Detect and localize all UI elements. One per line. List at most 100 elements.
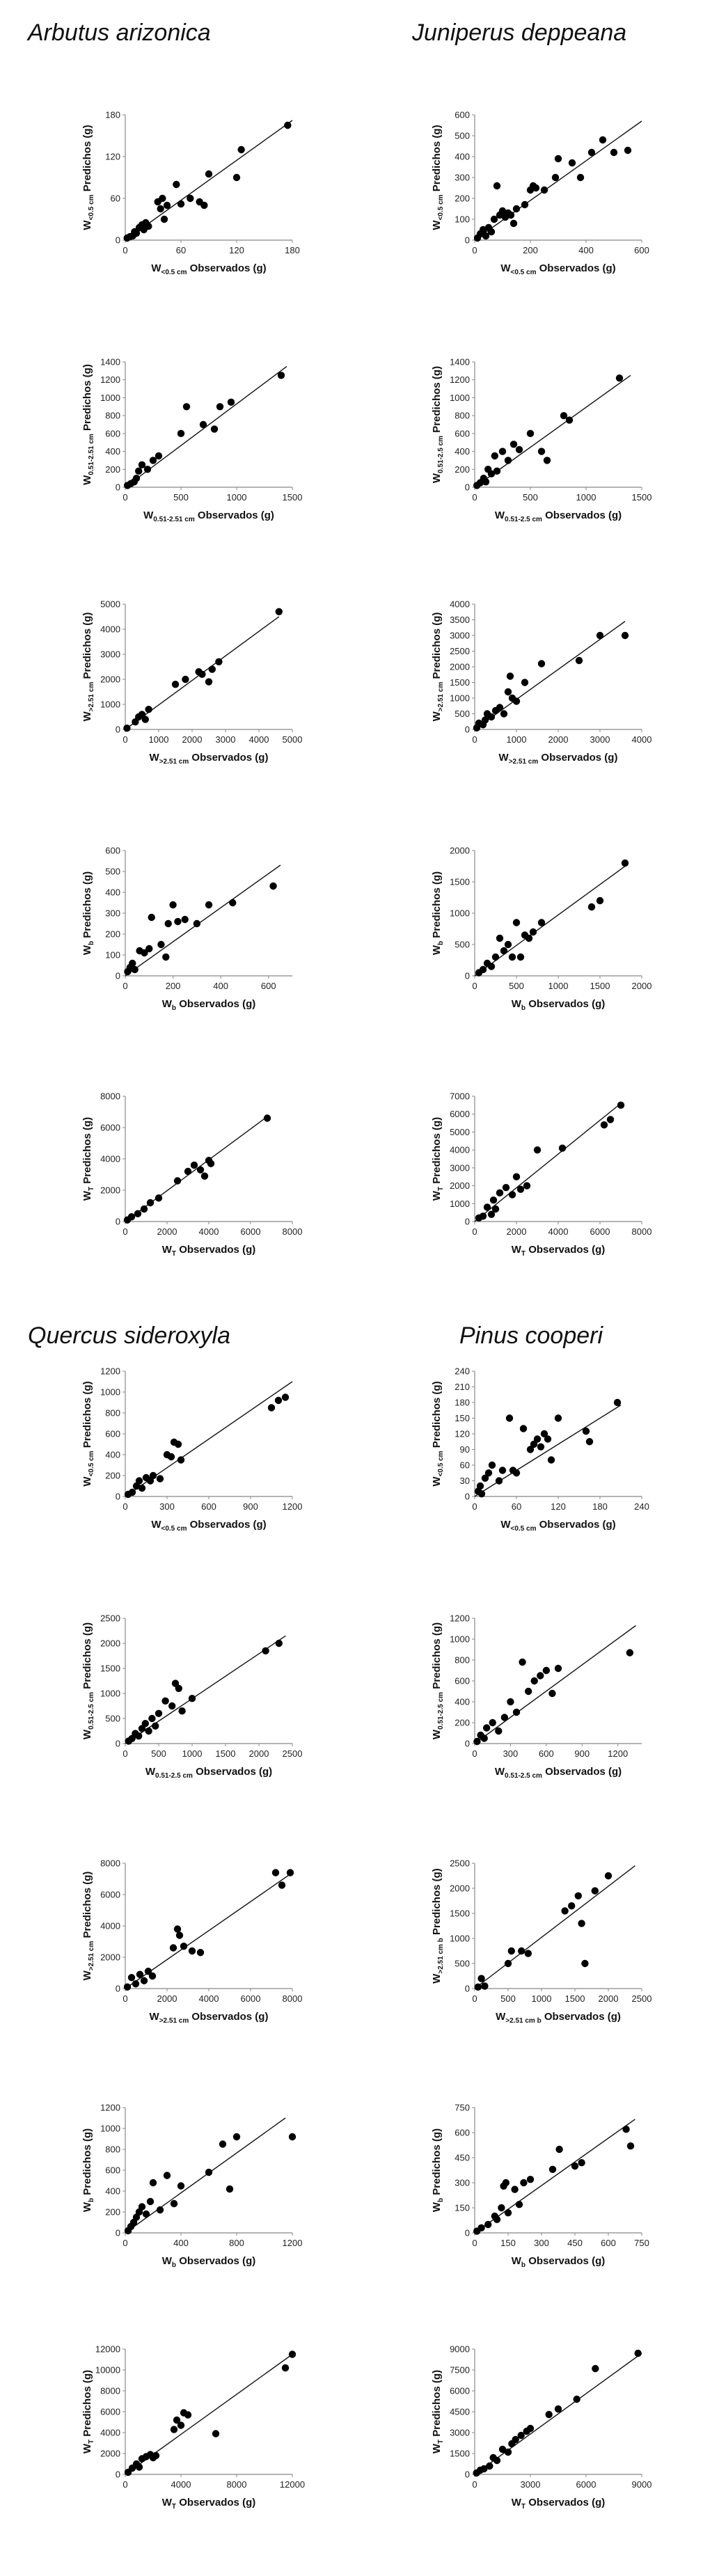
data-point	[132, 229, 141, 237]
y-tick-label: 2000	[100, 1638, 120, 1649]
y-tick-label: 60	[111, 193, 120, 204]
y-tick-label: 200	[105, 929, 120, 940]
y-tick-label: 200	[455, 1718, 470, 1728]
data-point	[582, 1428, 590, 1435]
data-point	[129, 959, 136, 967]
data-point	[493, 467, 501, 475]
y-tick-label: 600	[105, 2165, 120, 2176]
scatter-panel-que-bark: 0 400 800 1200 0 200 400 600 800 1000 1200 Wb Obser…	[81, 2103, 302, 2270]
data-point	[500, 710, 508, 718]
data-point	[507, 1947, 515, 1955]
y-tick-label: 1200	[100, 2103, 120, 2113]
scatter-panel-arb-total: 0 2000 4000 6000 8000 0 2000 4000 6000 8000 WT Obs…	[81, 1091, 302, 1258]
x-tick-label: 0	[472, 492, 477, 503]
y-tick-label: 8000	[100, 1091, 120, 1102]
data-point	[170, 2426, 178, 2433]
fit-line	[474, 1865, 635, 1989]
y-tick-label: 6000	[450, 1109, 470, 1119]
y-tick-label: 4000	[100, 1921, 120, 1931]
data-point	[205, 901, 213, 909]
x-tick-label: 4000	[548, 1226, 569, 1237]
data-point	[504, 457, 512, 464]
data-point	[491, 1205, 500, 1213]
data-point	[574, 1892, 582, 1899]
x-tick-label: 0	[472, 1226, 477, 1237]
scatter-panel-arb-bark: 0 200 400 600 0 100 200 300 400 500 600 Wb Observad…	[81, 846, 292, 1012]
data-point	[160, 215, 168, 223]
data-point	[182, 403, 191, 411]
y-tick-label: 180	[105, 110, 120, 120]
data-point	[548, 2165, 557, 2173]
y-axis-label: W<0.5 cm Predichos (g)	[431, 1381, 445, 1486]
data-point	[532, 184, 540, 192]
x-tick-label: 0	[123, 734, 127, 745]
y-axis-label: W>2.51 cm Predichos (g)	[431, 613, 445, 722]
data-point	[200, 201, 208, 210]
y-tick-label: 500	[105, 1714, 120, 1724]
data-point	[624, 146, 632, 155]
data-point	[155, 1194, 163, 1202]
data-point	[512, 919, 521, 926]
y-tick-label: 500	[455, 1959, 470, 1969]
y-tick-label: 8000	[100, 1858, 120, 1869]
data-point	[496, 1189, 504, 1197]
y-tick-label: 300	[455, 173, 470, 183]
y-tick-label: 7500	[450, 2365, 470, 2376]
fit-line	[474, 865, 626, 977]
y-tick-label: 1400	[100, 357, 120, 368]
data-point	[156, 2206, 164, 2214]
x-tick-label: 4000	[632, 734, 652, 745]
x-axis-label: WT Observados (g)	[162, 2497, 255, 2511]
x-tick-label: 400	[578, 245, 594, 255]
y-tick-label: 150	[455, 2203, 470, 2213]
x-tick-label: 1000	[182, 1748, 203, 1759]
scatter-panel-jun-fine: 0 500 1000 1500 0 200 400 600 800 1000 1200 1400 W0.…	[431, 357, 651, 524]
x-tick-label: 750	[634, 2238, 649, 2248]
data-point	[491, 452, 498, 460]
y-tick-label: 7000	[450, 1091, 470, 1102]
data-point	[479, 965, 487, 974]
y-tick-label: 120	[455, 1429, 470, 1439]
x-tick-label: 1000	[548, 981, 569, 991]
y-axis-label: WT Predichos (g)	[81, 2370, 95, 2453]
data-point	[509, 219, 518, 228]
scatter-panel-pin-total: 0 3000 6000 9000 0 1500 3000 4500 6000 7500 9000 WT…	[431, 2344, 651, 2511]
x-tick-label: 6000	[241, 1993, 261, 2004]
x-axis-label: W>2.51 cm Observados (g)	[150, 2011, 269, 2025]
x-tick-label: 0	[472, 2238, 477, 2248]
data-point	[533, 1435, 542, 1443]
y-tick-label: 1500	[450, 677, 470, 688]
data-point	[519, 1658, 526, 1666]
data-point	[587, 903, 596, 911]
y-tick-label: 4500	[450, 2407, 470, 2417]
y-tick-label: 1200	[100, 1366, 120, 1377]
x-tick-label: 900	[574, 1748, 590, 1759]
data-point	[216, 403, 224, 411]
y-axis-label: W>2.51 cm Predichos (g)	[81, 613, 95, 722]
data-point	[263, 1114, 271, 1122]
y-tick-label: 30	[460, 1476, 470, 1486]
fit-line	[474, 1625, 636, 1744]
x-tick-label: 6000	[590, 1226, 610, 1237]
data-point	[267, 1404, 276, 1412]
y-tick-label: 0	[116, 2470, 120, 2480]
data-point	[490, 215, 498, 223]
data-point	[530, 1677, 538, 1685]
x-axis-label: W0.51-2.5 cm Observados (g)	[495, 1766, 622, 1780]
data-point	[159, 194, 166, 203]
data-point	[516, 1185, 525, 1193]
data-point	[554, 155, 562, 163]
y-tick-label: 3500	[450, 615, 470, 625]
fit-line	[125, 120, 293, 241]
data-point	[525, 934, 533, 942]
x-tick-label: 1500	[565, 1993, 585, 2004]
x-tick-label: 0	[472, 2479, 477, 2490]
x-tick-label: 2000	[507, 1226, 527, 1237]
scatter-panel-jun-leaf: 0 200 400 600 0 100 200 300 400 500 600 W<0.5 cm Ob…	[431, 110, 649, 277]
species-title-arbutus: Arbutus arizonica	[28, 19, 211, 46]
data-point	[145, 706, 152, 713]
scatter-panel-arb-coarse: 0 1000 2000 3000 4000 5000 0 1000 2000 3000 4000 50…	[81, 599, 302, 766]
x-tick-label: 8000	[283, 1226, 303, 1237]
y-tick-label: 240	[455, 1366, 470, 1377]
data-point	[493, 2456, 501, 2465]
